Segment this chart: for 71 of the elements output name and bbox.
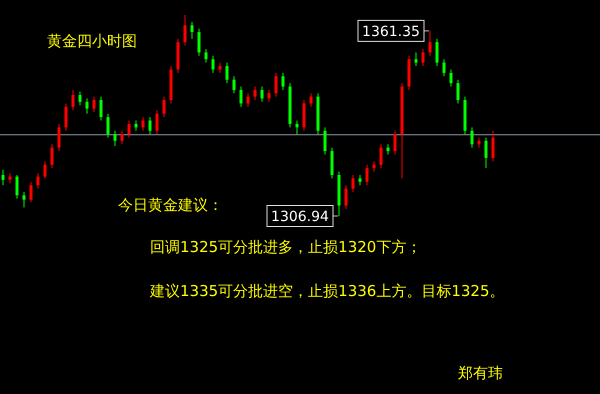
price-label: 1306.94	[266, 205, 338, 227]
text: 回调1325可分批进多，止损1320下方；	[150, 238, 422, 256]
candlestick	[240, 86, 242, 108]
candlestick	[344, 184, 348, 210]
candlestick	[428, 30, 432, 56]
candlestick	[162, 96, 166, 118]
candlestick	[114, 130, 116, 147]
candlestick	[58, 123, 60, 152]
candlestick	[106, 113, 110, 138]
candlestick	[44, 160, 46, 179]
candlestick	[22, 191, 26, 208]
candlestick	[386, 144, 390, 155]
annotation: 1361.35	[362, 24, 420, 40]
candlestick	[148, 116, 152, 135]
candlestick	[352, 174, 354, 192]
candlestick	[36, 172, 40, 190]
candlestick	[212, 55, 214, 74]
candlestick	[16, 174, 18, 200]
price-label: 1361.35	[358, 20, 430, 42]
candlestick	[86, 98, 88, 114]
candlestick	[358, 174, 362, 186]
candlestick	[8, 172, 12, 184]
candlestick	[372, 160, 376, 172]
candlestick	[190, 21, 194, 40]
candlestick	[436, 38, 438, 67]
candlestick	[72, 89, 74, 111]
candlestick	[2, 169, 4, 186]
candlestick	[128, 120, 130, 138]
candlestick	[470, 126, 474, 148]
candlestick	[156, 110, 158, 135]
candlestick	[134, 120, 138, 132]
candlestick	[92, 96, 96, 113]
annotation: 今日黄金建议：	[118, 196, 223, 214]
candlestick	[422, 48, 424, 67]
candlestick	[302, 100, 306, 132]
candlestick	[204, 48, 208, 64]
candlestick	[198, 28, 200, 56]
candlestick	[274, 72, 278, 98]
candlestick	[282, 72, 284, 90]
text: 建议1335可分批进空，止损1336上方。目标1325。	[149, 282, 505, 300]
candlestick	[324, 126, 326, 155]
candlestick	[232, 76, 236, 94]
candlestick	[484, 137, 488, 169]
candlestick	[442, 58, 446, 77]
candlestick	[64, 102, 68, 132]
candlestick	[414, 52, 418, 67]
candlestick	[310, 92, 312, 108]
candlestick	[120, 130, 124, 145]
candlestick	[254, 86, 256, 101]
candlestick	[142, 116, 144, 132]
candlestick	[450, 68, 452, 88]
text: 黄金四小时图	[47, 32, 137, 50]
candlestick	[366, 164, 368, 186]
candlestick	[394, 130, 396, 155]
candlestick	[260, 86, 264, 102]
annotation: 1306.94	[271, 209, 330, 225]
candlestick	[218, 62, 222, 74]
candlestick	[30, 181, 32, 203]
text: 郑有玮	[458, 364, 503, 382]
candlestick	[78, 91, 82, 106]
candlestick	[380, 144, 382, 169]
candlestick	[246, 92, 250, 108]
candlestick	[456, 79, 460, 104]
candlestick	[268, 89, 270, 102]
candlestick	[226, 62, 228, 84]
candlestick	[296, 120, 298, 135]
candlestick	[492, 130, 494, 162]
candlestick	[184, 14, 186, 46]
candlestick	[330, 147, 334, 179]
candlestick	[50, 144, 54, 169]
candlestick	[100, 96, 102, 122]
